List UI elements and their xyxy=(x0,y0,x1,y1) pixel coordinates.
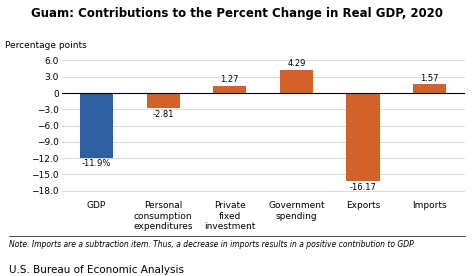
Bar xyxy=(413,84,446,93)
Text: -11.9%: -11.9% xyxy=(82,160,111,168)
Text: -16.17: -16.17 xyxy=(349,182,376,192)
Bar xyxy=(213,86,246,93)
Text: -2.81: -2.81 xyxy=(153,110,174,119)
Text: Guam: Contributions to the Percent Change in Real GDP, 2020: Guam: Contributions to the Percent Chang… xyxy=(31,7,443,20)
Bar xyxy=(80,93,113,158)
Text: 1.27: 1.27 xyxy=(220,75,239,84)
Text: 1.57: 1.57 xyxy=(420,74,439,83)
Text: U.S. Bureau of Economic Analysis: U.S. Bureau of Economic Analysis xyxy=(9,265,184,275)
Text: Note. Imports are a subtraction item. Thus, a decrease in imports results in a p: Note. Imports are a subtraction item. Th… xyxy=(9,240,416,249)
Bar xyxy=(146,93,180,108)
Text: Percentage points: Percentage points xyxy=(5,41,86,51)
Bar xyxy=(346,93,380,181)
Bar xyxy=(280,70,313,93)
Text: 4.29: 4.29 xyxy=(287,59,306,68)
